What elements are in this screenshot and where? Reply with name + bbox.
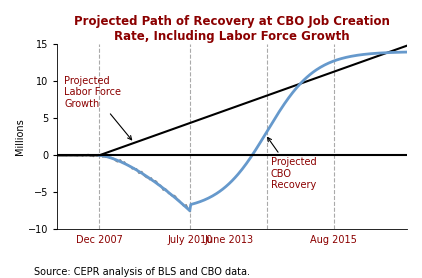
- Text: June 2013: June 2013: [204, 235, 253, 245]
- Title: Projected Path of Recovery at CBO Job Creation
Rate, Including Labor Force Growt: Projected Path of Recovery at CBO Job Cr…: [74, 15, 390, 43]
- Text: Source: CEPR analysis of BLS and CBO data.: Source: CEPR analysis of BLS and CBO dat…: [34, 267, 250, 277]
- Text: Aug 2015: Aug 2015: [310, 235, 357, 245]
- Text: Projected
CBO
Recovery: Projected CBO Recovery: [268, 138, 316, 190]
- Text: Projected
Labor Force
Growth: Projected Labor Force Growth: [64, 76, 132, 140]
- Text: July 2010: July 2010: [168, 235, 213, 245]
- Text: Dec 2007: Dec 2007: [76, 235, 123, 245]
- Y-axis label: Millions: Millions: [15, 118, 25, 155]
